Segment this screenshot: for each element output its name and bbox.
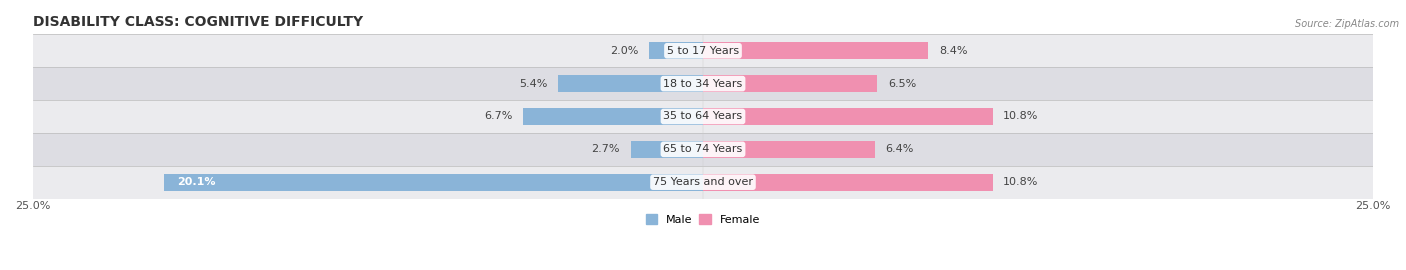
Legend: Male, Female: Male, Female	[641, 210, 765, 229]
Text: 5 to 17 Years: 5 to 17 Years	[666, 46, 740, 56]
Bar	[631, 141, 703, 158]
Text: 10.8%: 10.8%	[1004, 177, 1039, 187]
Bar	[703, 108, 993, 125]
Text: 10.8%: 10.8%	[1004, 112, 1039, 122]
Text: Source: ZipAtlas.com: Source: ZipAtlas.com	[1295, 19, 1399, 29]
Text: 5.4%: 5.4%	[519, 79, 547, 89]
Bar	[703, 174, 993, 191]
Bar	[32, 166, 1374, 199]
Text: 2.0%: 2.0%	[610, 46, 638, 56]
Bar	[703, 75, 877, 92]
Text: 6.5%: 6.5%	[889, 79, 917, 89]
Bar	[523, 108, 703, 125]
Bar	[32, 67, 1374, 100]
Bar	[165, 174, 703, 191]
Bar	[703, 141, 875, 158]
Text: 75 Years and over: 75 Years and over	[652, 177, 754, 187]
Text: 20.1%: 20.1%	[177, 177, 217, 187]
Bar	[558, 75, 703, 92]
Bar	[32, 100, 1374, 133]
Text: 35 to 64 Years: 35 to 64 Years	[664, 112, 742, 122]
Text: 18 to 34 Years: 18 to 34 Years	[664, 79, 742, 89]
Bar	[32, 34, 1374, 67]
Text: 6.7%: 6.7%	[484, 112, 513, 122]
Bar	[650, 42, 703, 59]
Text: DISABILITY CLASS: COGNITIVE DIFFICULTY: DISABILITY CLASS: COGNITIVE DIFFICULTY	[32, 15, 363, 29]
Bar	[32, 133, 1374, 166]
Bar	[703, 42, 928, 59]
Text: 8.4%: 8.4%	[939, 46, 967, 56]
Text: 2.7%: 2.7%	[592, 144, 620, 154]
Text: 6.4%: 6.4%	[886, 144, 914, 154]
Text: 65 to 74 Years: 65 to 74 Years	[664, 144, 742, 154]
